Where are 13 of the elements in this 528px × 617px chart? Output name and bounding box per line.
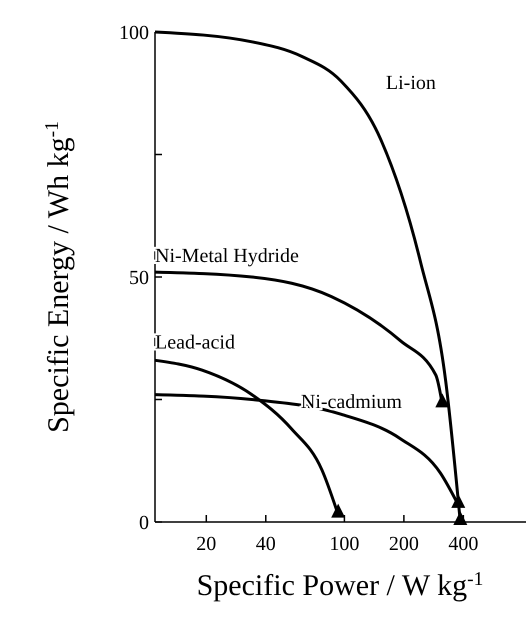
x-tick-label: 200 — [388, 533, 419, 555]
y-tick-label: 50 — [129, 267, 149, 289]
x-tick-label: 20 — [196, 533, 216, 555]
series-label: Ni-Metal Hydride — [155, 245, 299, 268]
x-tick-label: 100 — [329, 533, 360, 555]
series-label: Ni-cadmium — [300, 391, 402, 414]
y-tick-label: 0 — [139, 512, 149, 534]
series-label: Lead-acid — [155, 331, 235, 354]
x-axis-title: Specific Power / W kg$^{-1}$ — [196, 568, 484, 602]
x-tick-label: 400 — [448, 533, 478, 555]
y-tick-label: 100 — [119, 22, 149, 44]
x-tick-label: 40 — [256, 533, 276, 555]
series-label: Li-ion — [386, 72, 436, 94]
